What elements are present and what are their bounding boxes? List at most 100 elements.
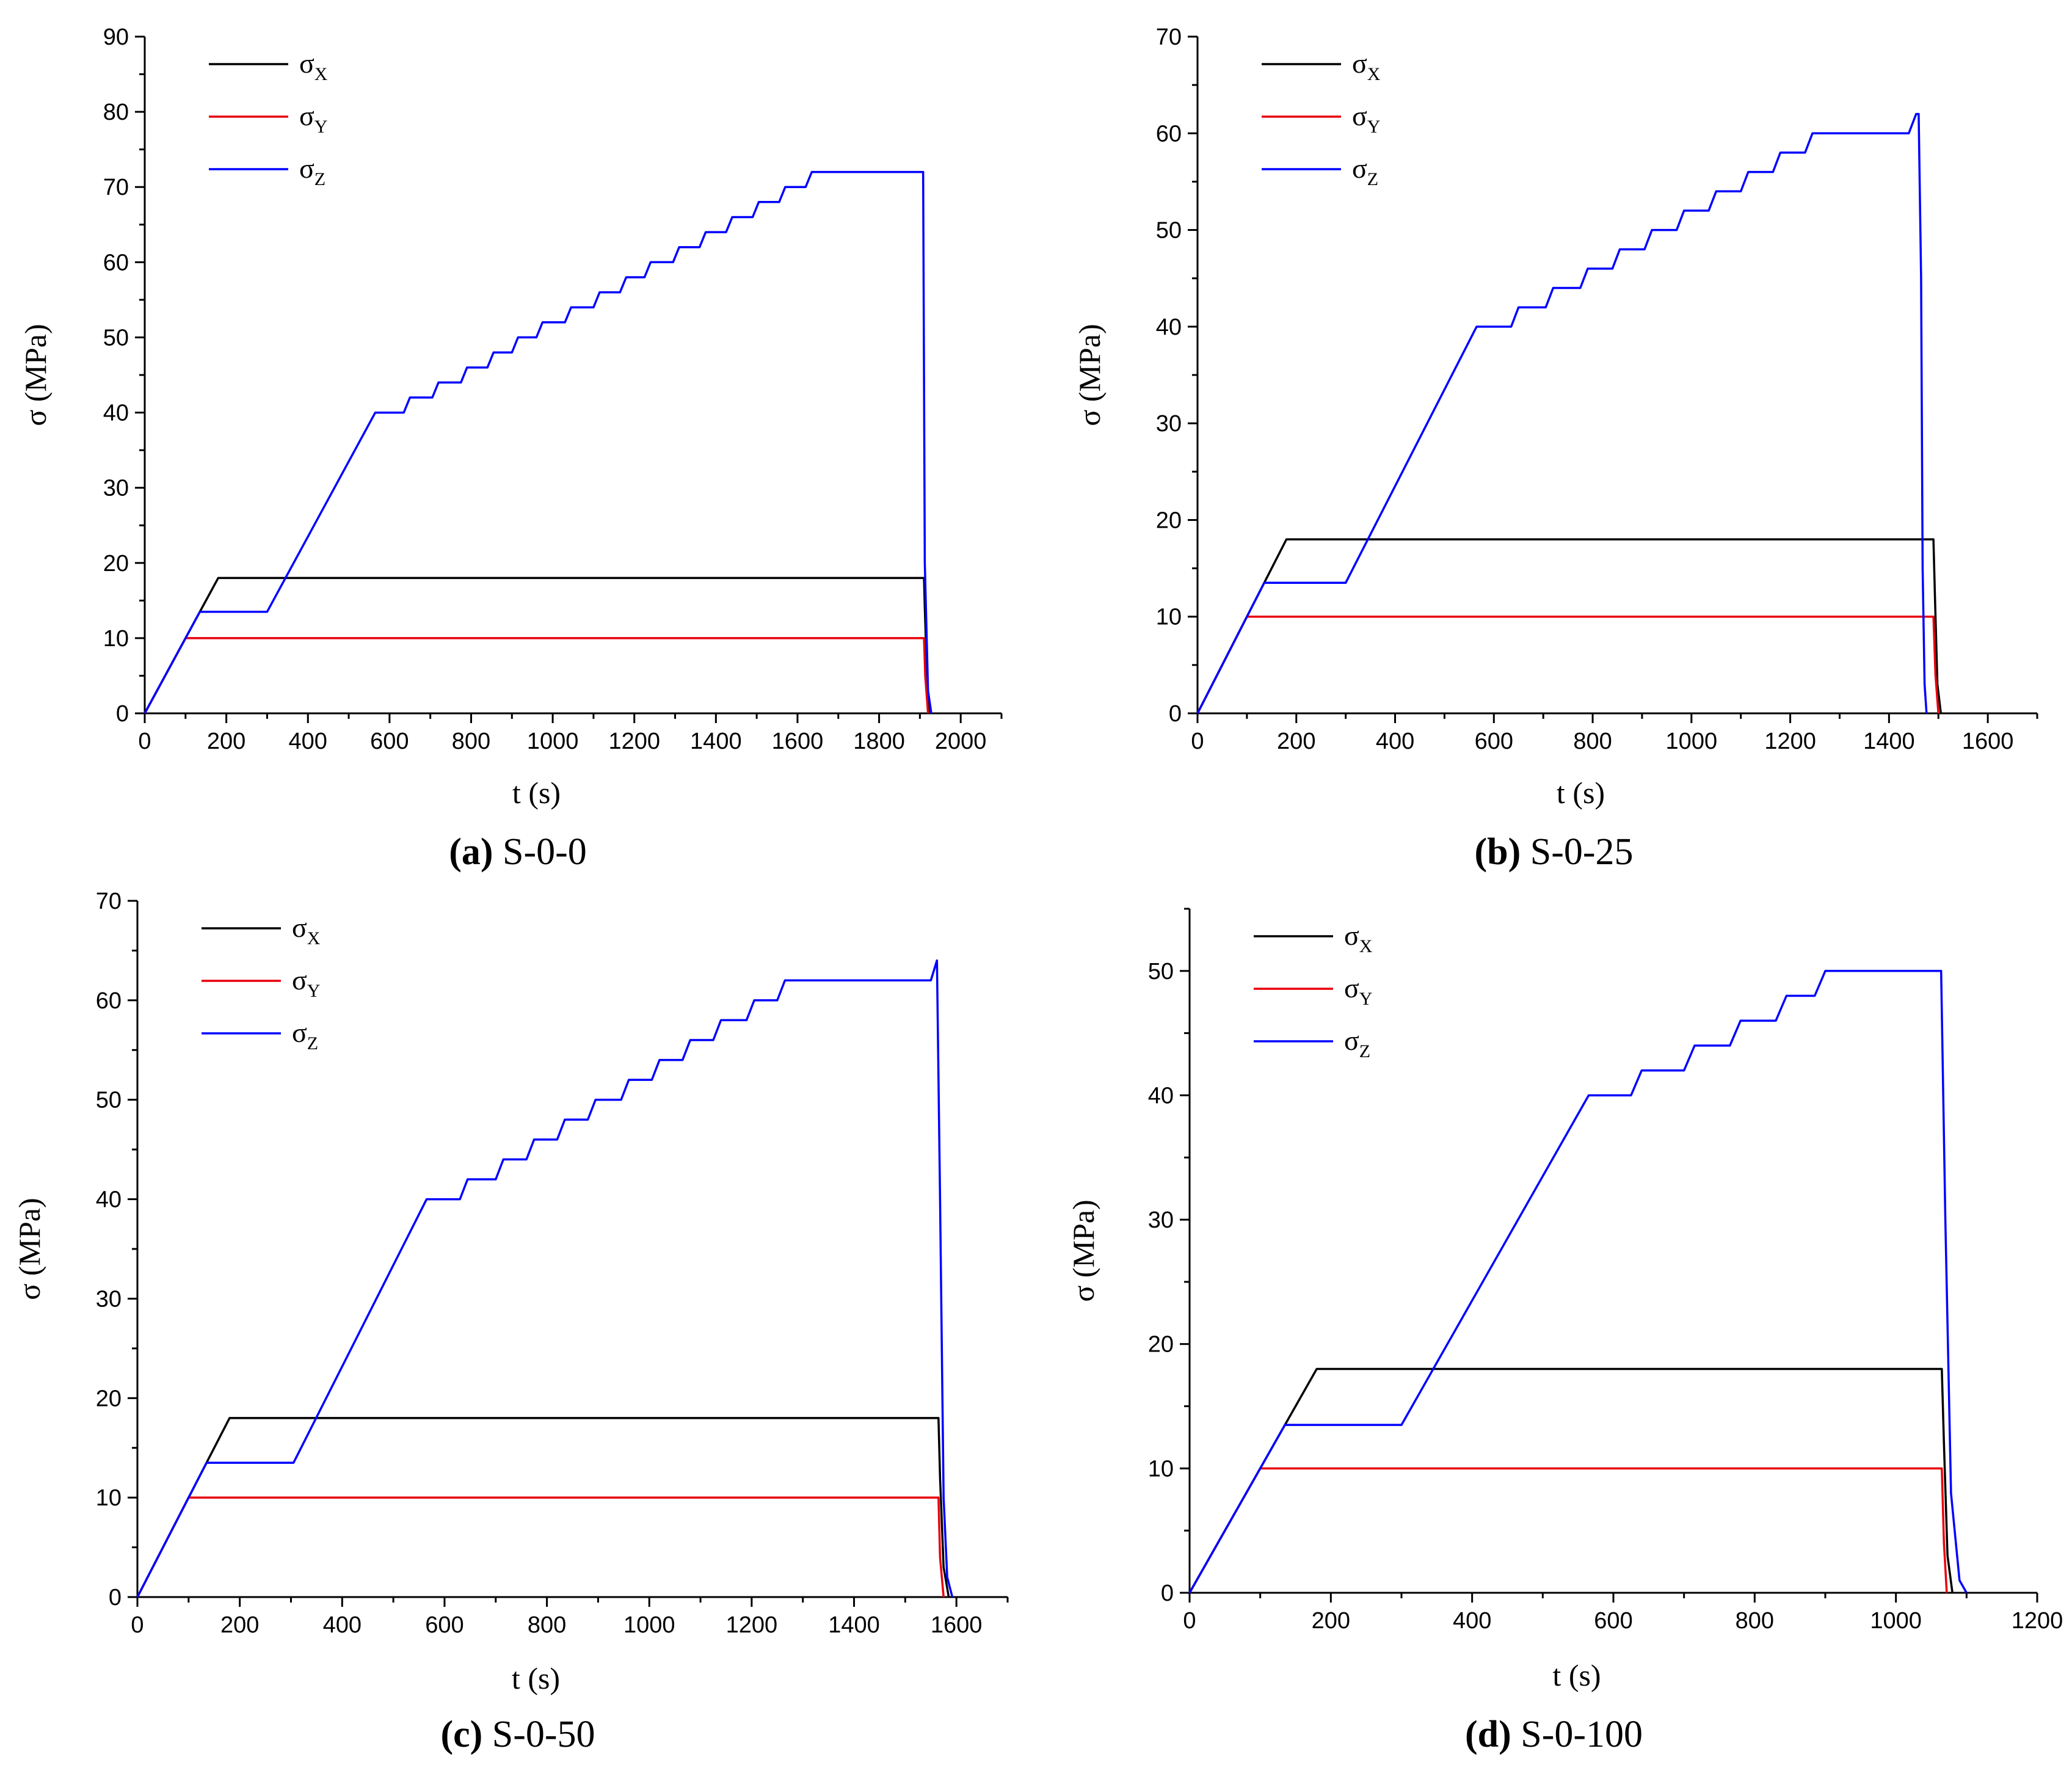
chart-b-x-tick-label: 400 xyxy=(1376,729,1414,754)
chart-b-x-tick-label: 0 xyxy=(1191,729,1204,754)
chart-a-x-tick-label: 1000 xyxy=(527,729,579,754)
chart-c-x-tick-label: 200 xyxy=(220,1612,259,1638)
chart-b-legend-label-z: σZ xyxy=(1352,153,1378,189)
chart-a-x-tick-label: 200 xyxy=(207,729,245,754)
chart-c-legend-label-y: σY xyxy=(292,964,320,1001)
chart-c-y-tick-label: 70 xyxy=(96,889,122,914)
chart-d-x-tick-label: 1200 xyxy=(2012,1608,2063,1634)
chart-c-x-tick-label: 600 xyxy=(425,1612,463,1638)
chart-c-series-z-line xyxy=(136,959,954,1598)
chart-c-y-tick-label: 40 xyxy=(96,1187,122,1213)
chart-b-x-tick-label: 1200 xyxy=(1764,729,1816,754)
chart-a-x-tick-label: 1200 xyxy=(608,729,660,754)
chart-c-x-tick-label: 400 xyxy=(323,1612,362,1638)
chart-c-y-axis-label: σ (MPa) xyxy=(12,1198,46,1300)
chart-b-y-tick-label: 30 xyxy=(1156,411,1182,437)
chart-c-legend-label-x: σX xyxy=(292,912,321,948)
chart-d-legend-label-z: σZ xyxy=(1344,1025,1370,1061)
caption-b-letter: (b) xyxy=(1474,831,1521,873)
chart-b-y-tick-label: 40 xyxy=(1156,315,1182,340)
chart-a-y-tick-label: 60 xyxy=(103,250,129,275)
chart-d-x-tick-label: 0 xyxy=(1183,1608,1196,1634)
panel-b: 0 200 400 600 800 1000 1200 1400 1600 0 10 20 30 40 50… xyxy=(1036,0,2072,886)
caption-c: (c) S-0-50 xyxy=(0,1713,1036,1756)
chart-d-x-tick-label: 600 xyxy=(1594,1608,1632,1634)
chart-d-y-tick-label: 50 xyxy=(1148,959,1174,984)
chart-b-y-axis-label: σ (MPa) xyxy=(1072,324,1107,426)
chart-a-legend-label-x: σX xyxy=(299,48,328,84)
chart-b-series-x-line xyxy=(1196,538,1943,714)
chart-c-series-y-line xyxy=(136,1496,945,1598)
chart-b-legend-label-y: σY xyxy=(1352,100,1380,137)
chart-c-svg: 0 200 400 600 800 1000 1200 1400 1600 0 10 20 30 40 50… xyxy=(12,889,1009,1695)
chart-d-series-z-line xyxy=(1188,970,1968,1593)
chart-d-x-tick-label: 400 xyxy=(1453,1608,1491,1634)
chart-b-y-tick-label: 10 xyxy=(1156,605,1182,630)
chart-a-y-axis-label: σ (MPa) xyxy=(18,324,53,426)
chart-a-y-tick-label: 50 xyxy=(103,325,129,351)
caption-c-letter: (c) xyxy=(440,1714,483,1755)
caption-d-text: S-0-100 xyxy=(1521,1714,1643,1755)
chart-b-y-tick-label: 50 xyxy=(1156,218,1182,244)
chart-a-x-tick-label: 2000 xyxy=(935,729,987,754)
chart-d-series-x-line xyxy=(1188,1367,1954,1593)
chart-c-legend-label-z: σZ xyxy=(292,1017,318,1054)
chart-b-legend-label-x: σX xyxy=(1352,48,1381,84)
chart-a-x-tick-label: 0 xyxy=(138,729,151,754)
chart-c-y-tick-label: 60 xyxy=(96,988,122,1014)
chart-a-y-tick-label: 0 xyxy=(116,701,129,727)
chart-b-x-tick-label: 800 xyxy=(1573,729,1612,754)
chart-d-x-axis-label: t (s) xyxy=(1552,1658,1601,1692)
chart-d-legend-label-y: σY xyxy=(1344,972,1372,1009)
caption-d: (d) S-0-100 xyxy=(1036,1713,2072,1756)
chart-b-x-axis-label: t (s) xyxy=(1557,776,1605,810)
caption-b: (b) S-0-25 xyxy=(1036,831,2072,874)
chart-c-x-tick-label: 0 xyxy=(131,1612,144,1638)
caption-c-text: S-0-50 xyxy=(492,1714,595,1755)
chart-a-y-tick-label: 90 xyxy=(103,24,129,50)
chart-a-y-tick-label: 10 xyxy=(103,626,129,652)
chart-d-x-tick-label: 1000 xyxy=(1870,1608,1922,1634)
chart-c-x-tick-label: 1600 xyxy=(931,1612,983,1638)
chart-a-x-tick-label: 1800 xyxy=(853,729,905,754)
panel-c: 0 200 400 600 800 1000 1200 1400 1600 0 10 20 30 40 50… xyxy=(0,873,1036,1776)
chart-c-x-tick-label: 1000 xyxy=(623,1612,675,1638)
chart-d-x-tick-label: 200 xyxy=(1312,1608,1350,1634)
chart-d-y-axis-label: σ (MPa) xyxy=(1066,1199,1100,1301)
chart-d-legend-label-x: σX xyxy=(1344,920,1373,956)
chart-a-x-tick-label: 600 xyxy=(370,729,409,754)
chart-b-x-tick-label: 1000 xyxy=(1666,729,1718,754)
caption-a: (a) S-0-0 xyxy=(0,831,1036,874)
chart-a-x-axis-label: t (s) xyxy=(512,776,561,810)
chart-a-legend-label-y: σY xyxy=(299,100,327,137)
chart-a-series-z-line xyxy=(144,170,932,714)
chart-a-y-tick-label: 20 xyxy=(103,551,129,577)
chart-b-y-tick-label: 70 xyxy=(1156,24,1182,50)
chart-b-y-tick-label: 20 xyxy=(1156,508,1182,533)
panel-d: 0 200 400 600 800 1000 1200 0 10 20 30 40 50 t (s) σ (… xyxy=(1036,873,2072,1776)
chart-a-series-y-line xyxy=(144,637,929,714)
chart-b-x-tick-label: 600 xyxy=(1475,729,1513,754)
caption-d-letter: (d) xyxy=(1464,1714,1511,1755)
chart-b-series-z-line xyxy=(1196,112,1928,714)
chart-a-x-tick-label: 800 xyxy=(452,729,490,754)
chart-b-svg: 0 200 400 600 800 1000 1200 1400 1600 0 10 20 30 40 50… xyxy=(1072,24,2038,810)
chart-b-x-tick-label: 1400 xyxy=(1863,729,1915,754)
chart-b-x-tick-label: 1600 xyxy=(1962,729,2014,754)
chart-c-y-tick-label: 0 xyxy=(109,1585,122,1610)
chart-a-svg: 0 200 400 600 800 1000 1200 1400 1600 1800 2000 0 10… xyxy=(18,24,1003,810)
caption-a-text: S-0-0 xyxy=(503,831,587,873)
chart-a-series-x-line xyxy=(144,577,931,714)
chart-d-y-tick-label: 0 xyxy=(1161,1581,1174,1606)
caption-b-text: S-0-25 xyxy=(1530,831,1634,873)
chart-b-series-y-line xyxy=(1196,615,1939,714)
chart-c-y-tick-label: 20 xyxy=(96,1386,122,1411)
chart-d-x-tick-label: 800 xyxy=(1736,1608,1774,1634)
chart-a-legend-label-z: σZ xyxy=(299,153,325,189)
chart-c-x-tick-label: 1400 xyxy=(828,1612,880,1638)
chart-a-x-tick-label: 400 xyxy=(289,729,327,754)
chart-d-series-y-line xyxy=(1188,1467,1948,1593)
chart-c-x-axis-label: t (s) xyxy=(512,1661,560,1695)
chart-b-x-tick-label: 200 xyxy=(1277,729,1315,754)
chart-c-series-x-line xyxy=(136,1417,950,1598)
